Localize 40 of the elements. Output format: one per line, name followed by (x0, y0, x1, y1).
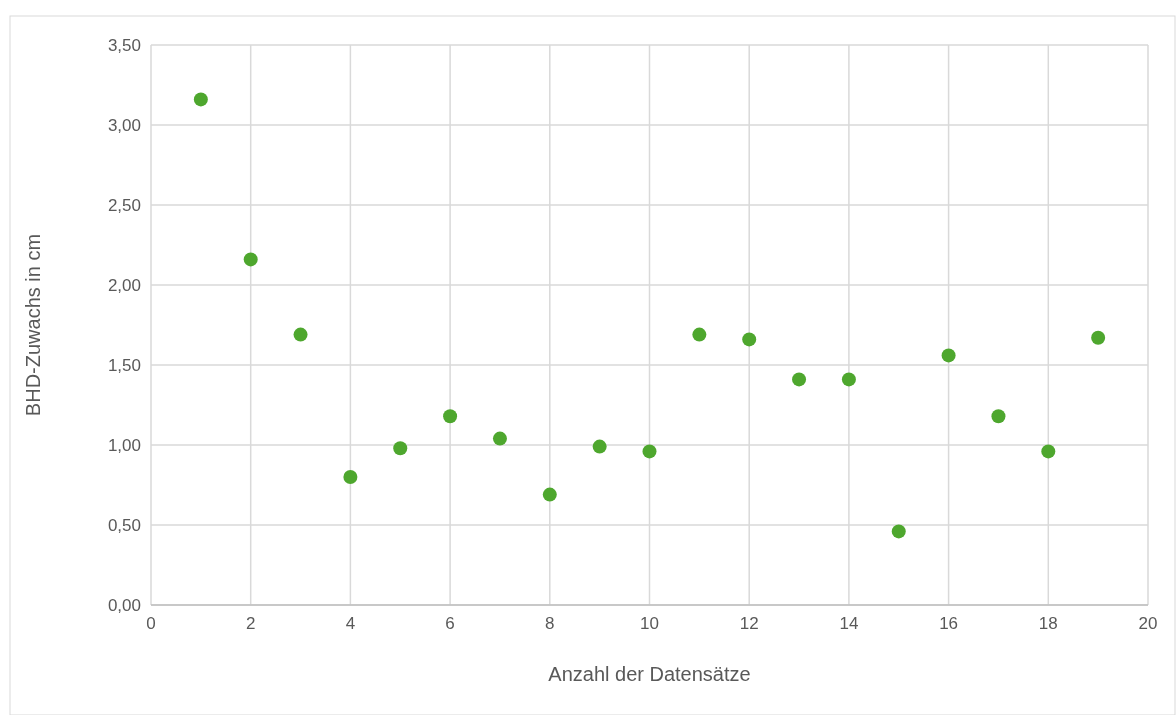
x-tick-label: 12 (739, 614, 759, 633)
point (642, 444, 657, 459)
point (492, 431, 507, 446)
point (792, 372, 807, 387)
point (841, 372, 856, 387)
point (742, 332, 757, 347)
point (991, 409, 1006, 424)
x-tick-label: 18 (1038, 614, 1058, 633)
point (393, 441, 408, 456)
x-tick-label: 16 (939, 614, 959, 633)
y-tick-label: 0,00 (107, 596, 141, 615)
y-tick-label: 1,00 (107, 436, 141, 455)
x-tick-label: 6 (445, 614, 455, 633)
point (1091, 330, 1106, 345)
point (443, 409, 458, 424)
point (343, 470, 358, 484)
point (293, 327, 308, 342)
y-tick-label: 2,00 (107, 276, 141, 295)
x-tick-label: 10 (640, 614, 659, 633)
y-tick-label: 2,50 (107, 196, 141, 215)
point (193, 92, 208, 107)
y-tick-label: 3,00 (107, 116, 141, 135)
y-tick-label: 0,50 (107, 516, 141, 535)
y-axis-title: BHD-Zuwachs in cm (22, 233, 44, 417)
x-tick-label: 4 (345, 614, 356, 633)
point (891, 524, 906, 539)
point (692, 327, 707, 342)
y-tick-label: 3,50 (107, 36, 141, 55)
point (1041, 444, 1056, 459)
point (542, 487, 557, 502)
x-axis-title: Anzahl der Datensätze (548, 663, 751, 685)
x-tick-label: 0 (146, 614, 156, 633)
point (941, 348, 956, 363)
point (592, 439, 607, 454)
point (243, 252, 258, 267)
x-tick-label: 20 (1138, 614, 1158, 633)
x-tick-label: 14 (839, 614, 859, 633)
x-tick-label: 8 (545, 614, 555, 633)
y-tick-label: 1,50 (107, 356, 141, 375)
x-tick-label: 2 (245, 614, 256, 633)
